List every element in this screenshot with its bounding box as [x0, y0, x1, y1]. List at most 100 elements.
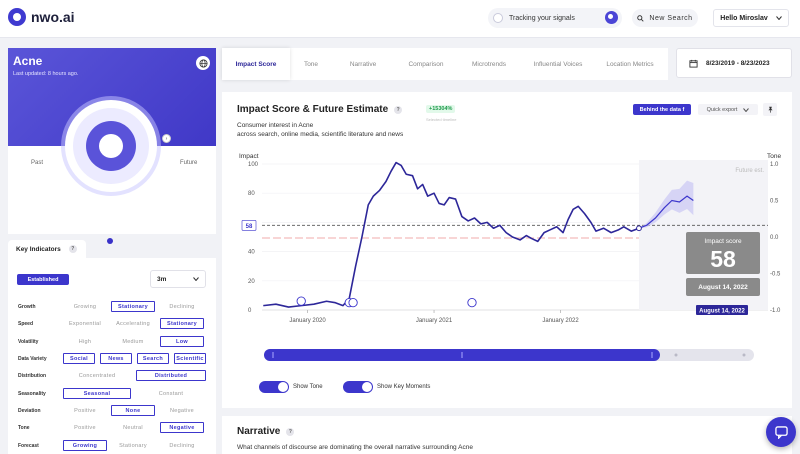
- indicator-option[interactable]: Accelerating: [116, 320, 150, 327]
- dial-handle[interactable]: [107, 238, 113, 244]
- indicator-label: Tone: [18, 425, 30, 431]
- indicator-option[interactable]: Medium: [122, 338, 144, 345]
- chart-subtitle-2: across search, online media, scientific …: [237, 131, 404, 138]
- key-moment-marker[interactable]: [296, 296, 306, 306]
- show-moments-toggle[interactable]: [343, 381, 373, 393]
- indicator-option[interactable]: Negative: [160, 422, 204, 433]
- indicator-option[interactable]: Stationary: [160, 318, 204, 329]
- indicator-option[interactable]: Stationary: [119, 442, 147, 449]
- indicator-option[interactable]: Positive: [74, 424, 96, 431]
- help-icon[interactable]: ?: [68, 245, 77, 253]
- show-tone-toggle[interactable]: [259, 381, 289, 393]
- pin-icon[interactable]: [763, 103, 777, 116]
- user-menu[interactable]: Hello Miroslav: [713, 9, 789, 27]
- hover-point: [636, 225, 642, 232]
- forecast-line: [638, 195, 694, 229]
- period-select[interactable]: 3m: [150, 270, 206, 288]
- indicator-row: Deviation Positive None Negative: [8, 405, 216, 418]
- tab-influential-voices[interactable]: Influential Voices: [533, 60, 583, 68]
- indicator-option[interactable]: Constant: [158, 390, 184, 397]
- indicator-option[interactable]: Exponential: [68, 320, 102, 327]
- search-icon: [637, 14, 645, 22]
- indicator-label: Seasonality: [18, 391, 46, 397]
- key-indicators-tab[interactable]: Key Indicators ?: [8, 240, 86, 258]
- indicator-row: Distribution Concentrated Distributed: [8, 370, 216, 383]
- indicator-option[interactable]: Scientific: [174, 353, 206, 364]
- y-right-tick-label: -0.5: [770, 272, 781, 278]
- indicator-option[interactable]: High: [78, 338, 92, 345]
- indicator-option[interactable]: Concentrated: [78, 372, 116, 379]
- top-bar: nwo.ai Tracking your signals New Search …: [0, 0, 800, 38]
- help-icon[interactable]: ?: [286, 427, 295, 436]
- indicator-option[interactable]: Social: [63, 353, 95, 364]
- narrative-section: Narrative ? What channels of discourse a…: [222, 416, 792, 454]
- last-updated: Last updated: 8 hours ago.: [13, 71, 79, 77]
- indicator-option[interactable]: Positive: [74, 407, 96, 414]
- period-value: 3m: [157, 275, 167, 283]
- date-range-picker[interactable]: 8/23/2019 - 8/23/2023: [676, 48, 792, 78]
- indicator-option[interactable]: Negative: [169, 407, 195, 414]
- indicator-row: Speed Exponential Accelerating Stationary: [8, 318, 216, 331]
- impact-line: [263, 161, 640, 308]
- tab-location-metrics[interactable]: Location Metrics: [606, 60, 654, 68]
- key-moment-marker[interactable]: [348, 297, 358, 308]
- y-right-tick-label: -1.0: [770, 308, 781, 314]
- indicator-row: Tone Positive Neutral Negative: [8, 422, 216, 435]
- narrative-title: Narrative: [237, 426, 281, 437]
- indicator-option[interactable]: News: [100, 353, 132, 364]
- x-cursor-label: August 14, 2022: [699, 309, 745, 315]
- indicator-option[interactable]: None: [111, 405, 155, 416]
- indicator-option[interactable]: Low: [160, 336, 204, 347]
- indicator-option[interactable]: Distributed: [136, 370, 206, 381]
- user-label: Hello Miroslav: [720, 14, 768, 22]
- indicator-row: Volatility High Medium Low: [8, 336, 216, 349]
- indicator-option[interactable]: Declining: [169, 303, 195, 310]
- behind-the-data-button[interactable]: Behind the data f: [633, 104, 691, 115]
- chevron-right-icon[interactable]: ›: [162, 134, 171, 143]
- tab-comparison[interactable]: Comparison: [408, 60, 444, 68]
- quick-export-button[interactable]: Quick export: [698, 104, 758, 115]
- indicator-label: Forecast: [18, 443, 39, 449]
- change-badge: +15304%: [426, 105, 456, 113]
- future-label: Future est.: [735, 168, 764, 174]
- tracking-signals-toggle[interactable]: Tracking your signals: [488, 8, 622, 28]
- indicator-option[interactable]: Seasonal: [63, 388, 131, 399]
- y-right-axis-label: Tone: [767, 153, 781, 160]
- x-tick-label: January 2020: [289, 318, 326, 324]
- calendar-icon: [689, 59, 698, 68]
- new-search-button[interactable]: New Search: [632, 9, 698, 27]
- chat-button[interactable]: [766, 417, 796, 447]
- y-tick-label: 40: [248, 250, 255, 256]
- indicator-option[interactable]: Search: [137, 353, 169, 364]
- tracking-button[interactable]: [605, 11, 618, 24]
- help-icon[interactable]: ?: [394, 105, 403, 114]
- behind-label: Behind the data: [639, 106, 681, 113]
- narrative-title-row: Narrative ?: [237, 426, 295, 437]
- indicator-option[interactable]: Declining: [169, 442, 195, 449]
- indicator-label: Growth: [18, 304, 36, 310]
- indicator-option[interactable]: Growing: [63, 440, 107, 451]
- globe-icon[interactable]: [196, 56, 210, 70]
- indicator-option[interactable]: Growing: [73, 303, 97, 310]
- indicator-option[interactable]: Stationary: [111, 301, 155, 312]
- logo[interactable]: nwo.ai: [8, 8, 75, 26]
- tab-impact-score[interactable]: Impact Score: [222, 48, 290, 80]
- key-moment-marker[interactable]: [467, 297, 477, 308]
- future-label: Future: [180, 160, 198, 166]
- pin-glyph: [767, 106, 773, 113]
- impact-dial: [65, 100, 157, 244]
- y-right-tick-label: 1.0: [770, 162, 779, 168]
- y-tick-label: 100: [248, 162, 259, 168]
- indicator-option[interactable]: Neutral: [123, 424, 143, 431]
- tab-narrative[interactable]: Narrative: [349, 60, 377, 68]
- y-axis-label: Impact: [239, 153, 259, 160]
- tab-microtrends[interactable]: Microtrends: [472, 60, 506, 68]
- tracking-label: Tracking your signals: [509, 14, 575, 22]
- slider-grip-dot: [674, 353, 678, 357]
- impact-chart-card: Impact Score & Future Estimate ? Consume…: [222, 92, 792, 408]
- tab-tone[interactable]: Tone: [303, 60, 319, 68]
- globe-glyph: [198, 58, 208, 68]
- dial-center: [99, 134, 123, 158]
- chevron-down-icon: [775, 16, 782, 20]
- info-icon: f: [682, 106, 685, 113]
